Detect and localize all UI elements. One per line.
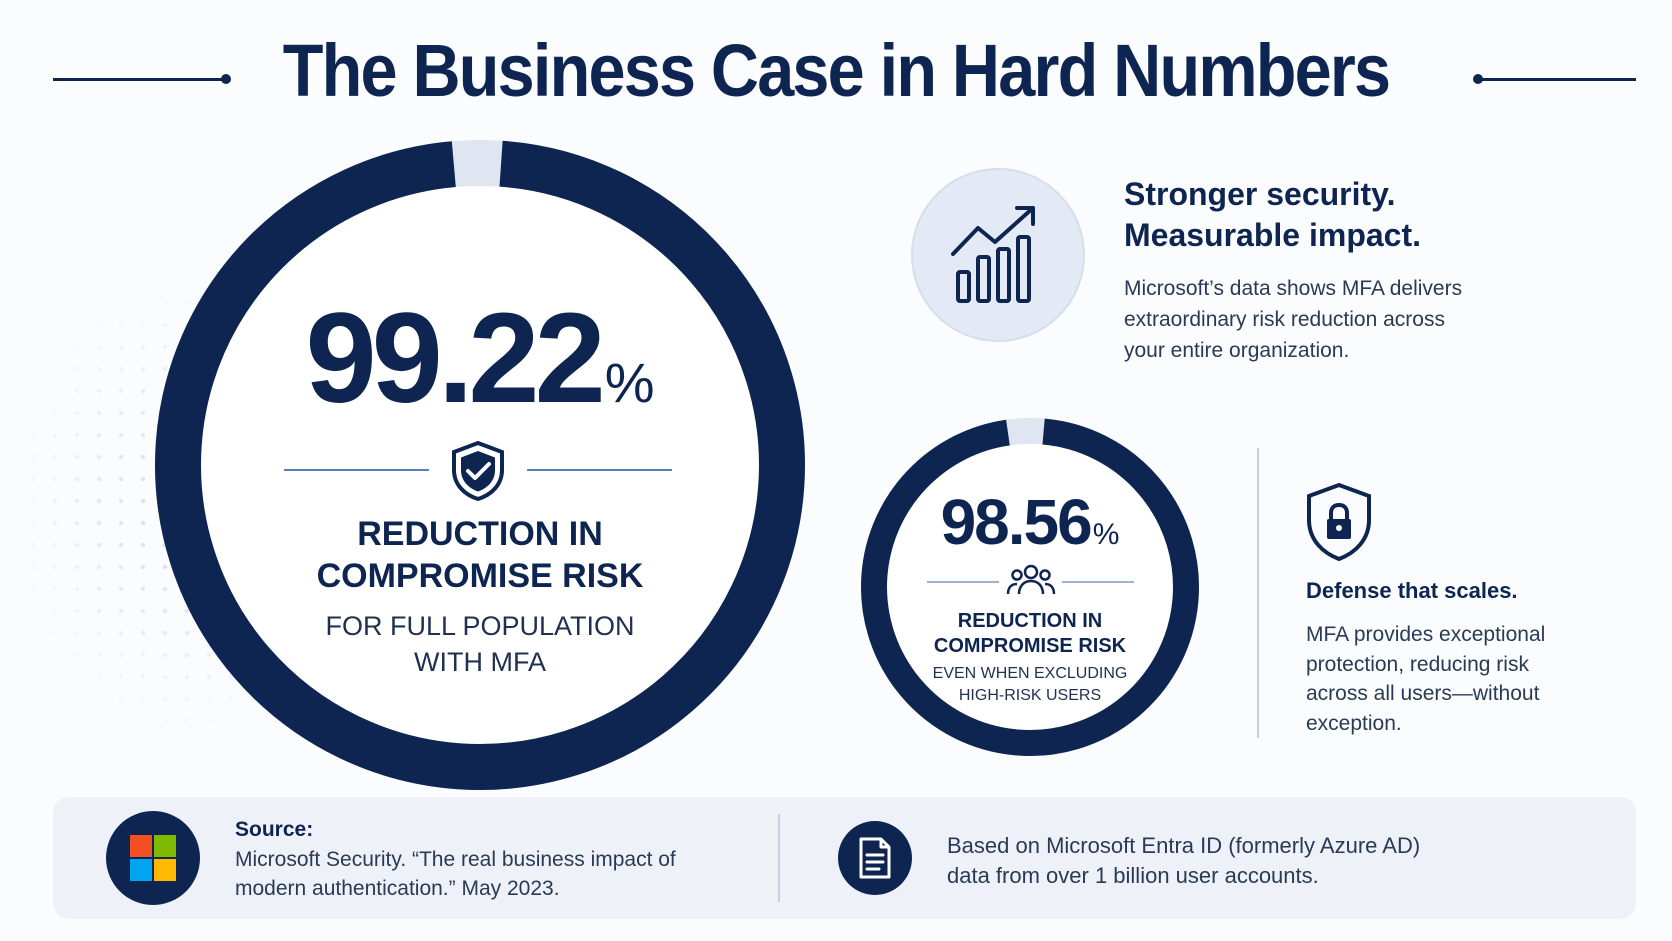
impact-heading-line1: Stronger security. [1124,176,1396,212]
scale-text-line4: exception. [1306,711,1402,735]
scale-text: MFA provides exceptional protection, red… [1306,620,1606,738]
microsoft-logo-icon [130,835,176,881]
data-basis-line2: data from over 1 billion user accounts. [947,863,1319,888]
scale-text-line3: across all users—without [1306,682,1540,705]
source-text-line2: modern authentication.” May 2023. [235,877,560,900]
secondary-stat-label-2: COMPROMISE RISK [933,635,1127,657]
primary-ring-fill [155,140,805,790]
source-text-line1: Microsoft Security. “The real business i… [235,848,676,871]
secondary-stat-number: 98.56 [940,486,1093,558]
primary-stat-value: 99.22% [260,285,700,432]
shield-check-icon [452,440,504,502]
scale-heading: Defense that scales. [1306,578,1518,603]
microsoft-logo-badge [106,811,200,905]
users-icon [1006,564,1056,595]
data-basis-text: Based on Microsoft Entra ID (formerly Az… [947,831,1547,891]
secondary-ring-fill [861,418,1199,756]
footer-divider [778,814,780,902]
primary-stat-sub-1: FOR FULL POPULATION [325,611,635,641]
title-rule-right [1478,78,1636,81]
secondary-divider-right [1062,581,1134,583]
primary-stat-sub-2: WITH MFA [414,647,546,677]
section-divider [1257,448,1259,738]
primary-divider-right [527,469,672,471]
data-basis-line1: Based on Microsoft Entra ID (formerly Az… [947,833,1421,858]
secondary-stat-sub-2: HIGH-RISK USERS [958,687,1102,704]
impact-text-line2: extraordinary risk reduction across [1124,308,1445,331]
impact-text-line1: Microsoft’s data shows MFA delivers [1124,277,1463,300]
document-badge [838,821,912,895]
primary-divider-left [284,469,429,471]
secondary-stat-value: 98.56% [860,485,1200,559]
document-icon [859,837,891,879]
page-title: The Business Case in Hard Numbers [282,29,1391,112]
impact-heading-line2: Measurable impact. [1124,217,1421,253]
secondary-stat-unit: % [1092,518,1120,551]
source-title: Source: [235,818,314,841]
title-rule-left [53,78,225,81]
impact-heading: Stronger security. Measurable impact. [1124,174,1421,256]
growth-chart-icon [951,206,1035,303]
secondary-divider-left [927,581,999,583]
primary-stat-label-2: COMPROMISE RISK [316,557,644,595]
source-text: Microsoft Security. “The real business i… [235,845,755,903]
secondary-ring [861,418,1199,756]
primary-stat-number: 99.22 [305,287,605,430]
secondary-stat-sub-1: EVEN WHEN EXCLUDING [932,665,1128,682]
shield-lock-icon [1307,482,1371,562]
primary-stat-unit: % [604,351,655,414]
title-rule-left-dot [221,74,231,84]
impact-text: Microsoft’s data shows MFA delivers extr… [1124,273,1544,366]
primary-stat-label-1: REDUCTION IN [357,515,603,553]
scale-text-line1: MFA provides exceptional [1306,623,1546,646]
secondary-stat-label-1: REDUCTION IN [957,610,1103,632]
scale-text-line2: protection, reducing risk [1306,652,1529,676]
impact-text-line3: your entire organization. [1124,339,1350,362]
